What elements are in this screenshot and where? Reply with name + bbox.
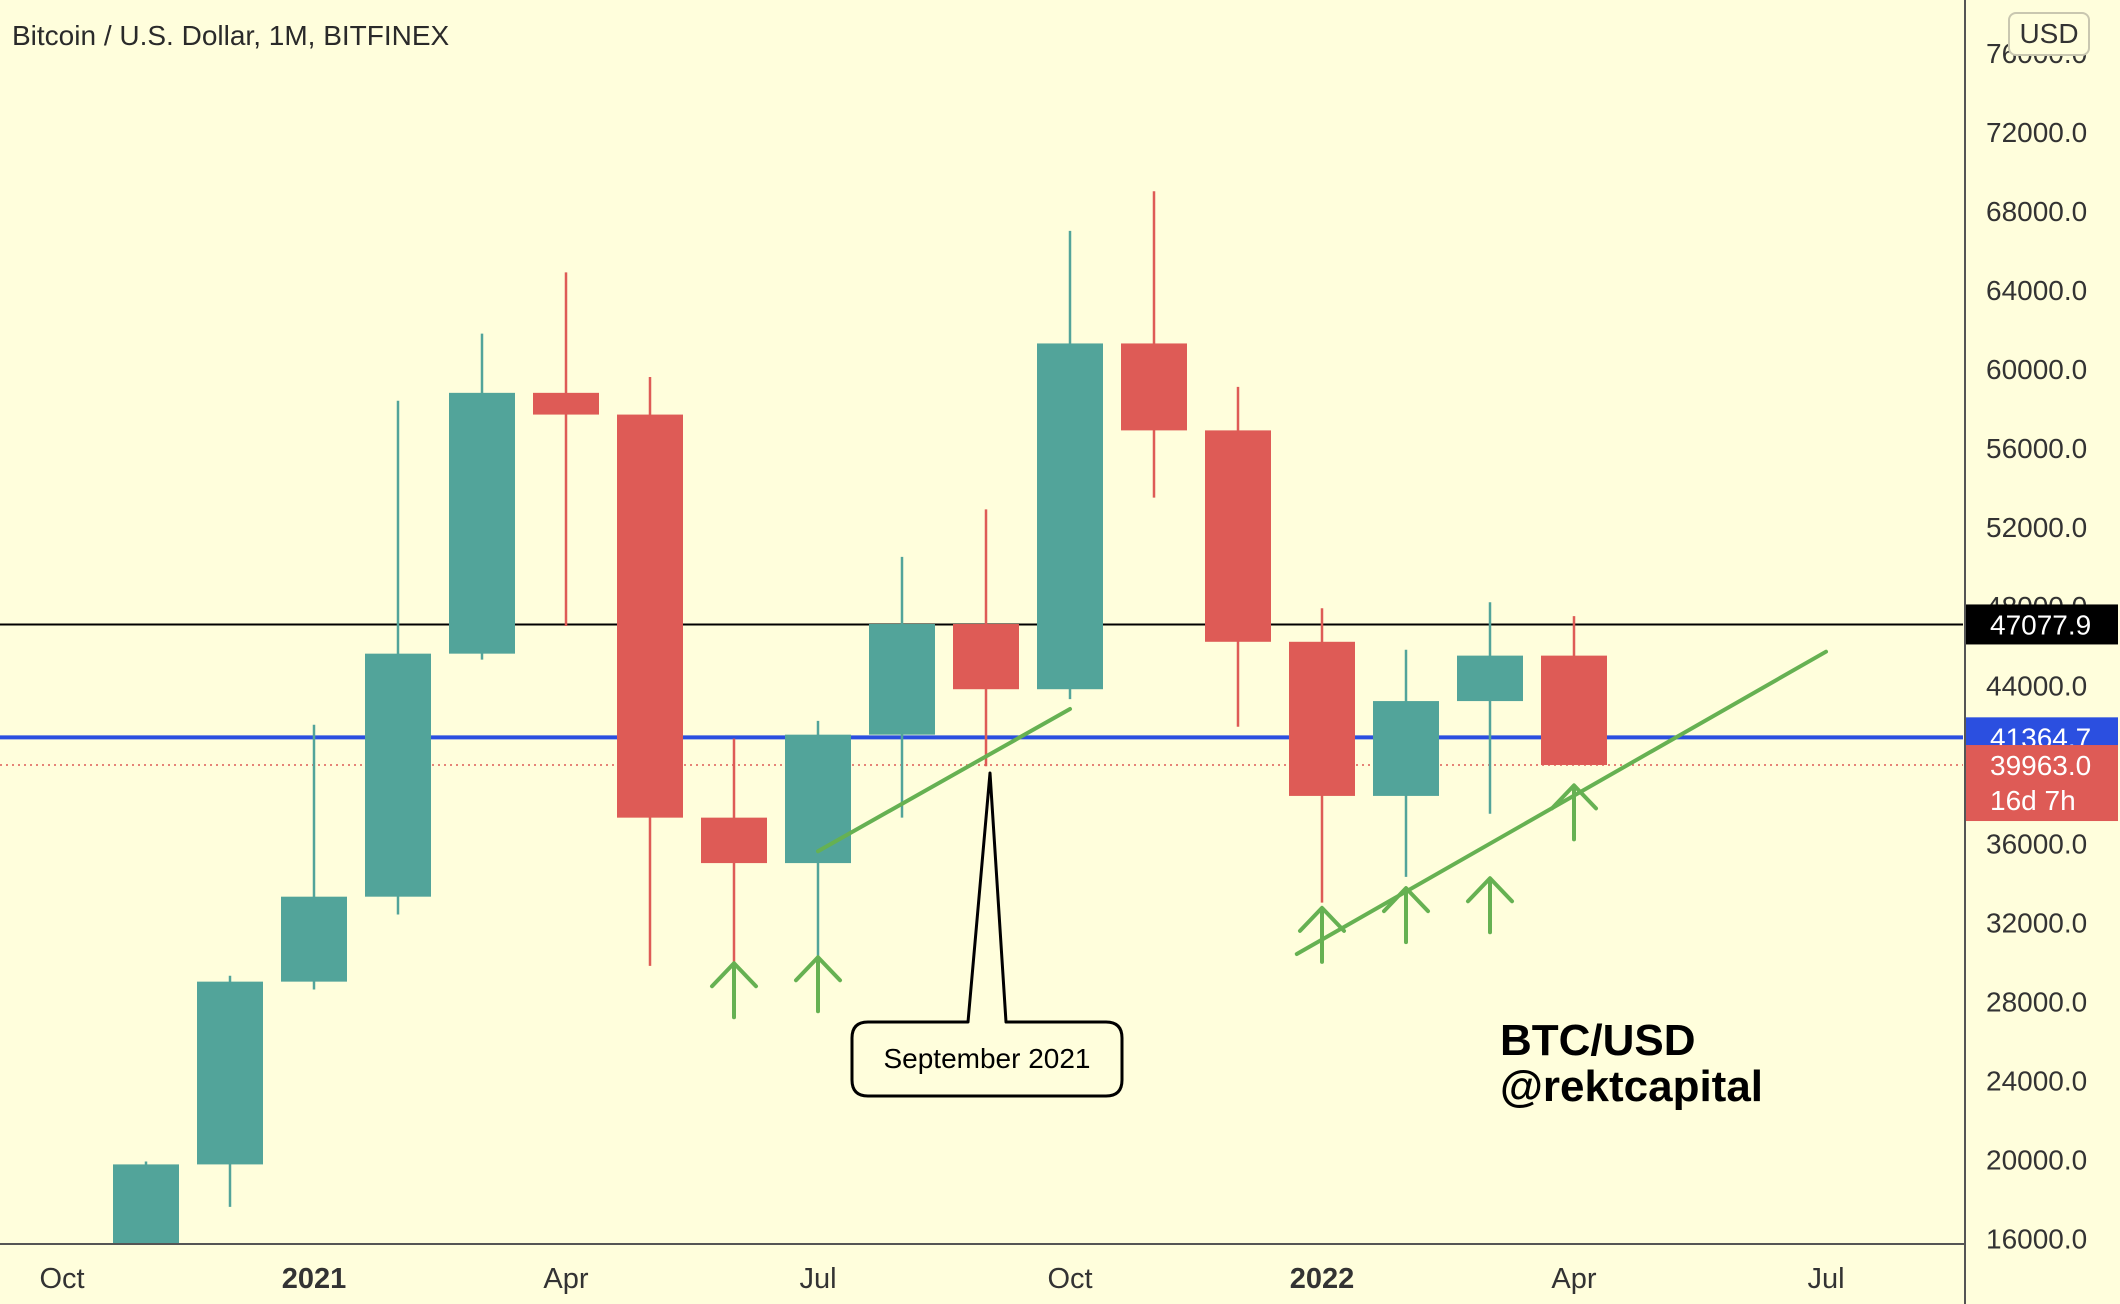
candle-2022-02 — [1373, 649, 1439, 877]
resistance-price-label: 47077.9 — [1990, 609, 2091, 640]
x-tick-label: Jul — [799, 1263, 836, 1295]
y-tick-label: 56000.0 — [1986, 433, 2087, 464]
candle-body — [617, 414, 683, 818]
x-tick-label: 2022 — [1290, 1263, 1355, 1295]
candle-2020-12 — [197, 975, 263, 1207]
watermark-pair: BTC/USD — [1500, 1016, 1696, 1065]
chart-title: Bitcoin / U.S. Dollar, 1M, BITFINEX — [12, 20, 450, 51]
candle-body — [197, 981, 263, 1165]
candle-body — [113, 1164, 179, 1243]
up-arrow-head — [1382, 886, 1430, 914]
candle-body — [1541, 655, 1607, 766]
candle-2021-11 — [1121, 191, 1187, 498]
y-tick-label: 60000.0 — [1986, 354, 2087, 385]
x-tick-label: Apr — [543, 1263, 588, 1295]
candle-2021-09 — [953, 509, 1019, 767]
candle-2021-04 — [533, 272, 599, 626]
up-arrow-head — [794, 955, 842, 983]
candle-body — [785, 734, 851, 864]
last-price-price-label: 39963.0 — [1990, 750, 2091, 781]
candle-2021-06 — [701, 738, 767, 986]
y-tick-label: 24000.0 — [1986, 1065, 2087, 1096]
up-arrow-4 — [1382, 886, 1430, 945]
up-arrow-2 — [794, 955, 842, 1014]
candle-body — [1121, 343, 1187, 431]
candle-2021-03 — [449, 333, 515, 660]
y-tick-label: 36000.0 — [1986, 828, 2087, 859]
candle-2021-01 — [281, 724, 347, 990]
september-2021-callout — [850, 771, 1124, 1098]
candle-body — [869, 624, 935, 735]
candle-body — [1205, 430, 1271, 642]
candle-2022-04 — [1541, 616, 1607, 766]
candle-2021-12 — [1205, 386, 1271, 727]
currency-selector[interactable]: USD — [2008, 12, 2090, 56]
y-tick-label: 20000.0 — [1986, 1144, 2087, 1175]
x-tick-label: Oct — [39, 1263, 84, 1295]
candle-body — [1457, 655, 1523, 702]
watermark: BTC/USD @rektcapital — [1500, 1018, 1763, 1110]
candle-body — [365, 653, 431, 897]
candle-2021-10 — [1037, 230, 1103, 700]
candle-body — [533, 392, 599, 415]
candle-body — [449, 392, 515, 654]
y-tick-label: 68000.0 — [1986, 196, 2087, 227]
candle-body — [1373, 701, 1439, 796]
candle-2021-05 — [617, 377, 683, 966]
trendline-2022 — [1294, 649, 1828, 956]
candle-body — [953, 624, 1019, 690]
up-arrow-head — [1466, 876, 1514, 904]
watermark-handle: @rektcapital — [1500, 1062, 1764, 1111]
y-tick-label: 64000.0 — [1986, 275, 2087, 306]
trendline-2021 — [816, 706, 1072, 854]
candle-body — [281, 896, 347, 982]
resistance-price-tag — [1966, 604, 2118, 645]
bar-countdown-label: 16d 7h — [1990, 785, 2076, 816]
candle-body — [1289, 641, 1355, 796]
candle-2022-01 — [1289, 608, 1355, 903]
last-price-price-tag — [1966, 745, 2118, 822]
y-tick-label: 32000.0 — [1986, 907, 2087, 938]
september-2021-callout-label: September 2021 — [883, 1043, 1091, 1074]
candle-body — [701, 817, 767, 864]
plot-area — [0, 191, 1963, 1243]
up-arrow-1 — [710, 961, 758, 1020]
candle-2020-11 — [113, 1161, 179, 1243]
y-tick-label: 72000.0 — [1986, 117, 2087, 148]
y-tick-label: 44000.0 — [1986, 670, 2087, 701]
up-arrow-head — [1298, 905, 1346, 933]
x-tick-label: Oct — [1047, 1263, 1092, 1295]
y-tick-label: 28000.0 — [1986, 986, 2087, 1017]
up-arrow-3 — [1298, 905, 1346, 964]
x-tick-label: 2021 — [282, 1263, 347, 1295]
candle-2021-02 — [365, 400, 431, 915]
candle-body — [1037, 343, 1103, 690]
up-arrow-5 — [1466, 876, 1514, 935]
candle-2022-03 — [1457, 602, 1523, 814]
candle-2021-07 — [785, 720, 851, 976]
candle-2021-08 — [869, 556, 935, 818]
x-tick-label: Jul — [1807, 1263, 1844, 1295]
up-arrow-head — [1550, 783, 1598, 811]
up-arrow-6 — [1550, 783, 1598, 842]
up-arrow-head — [710, 961, 758, 989]
y-tick-label: 16000.0 — [1986, 1224, 2087, 1255]
x-tick-label: Apr — [1551, 1263, 1596, 1295]
y-tick-label: 52000.0 — [1986, 512, 2087, 543]
